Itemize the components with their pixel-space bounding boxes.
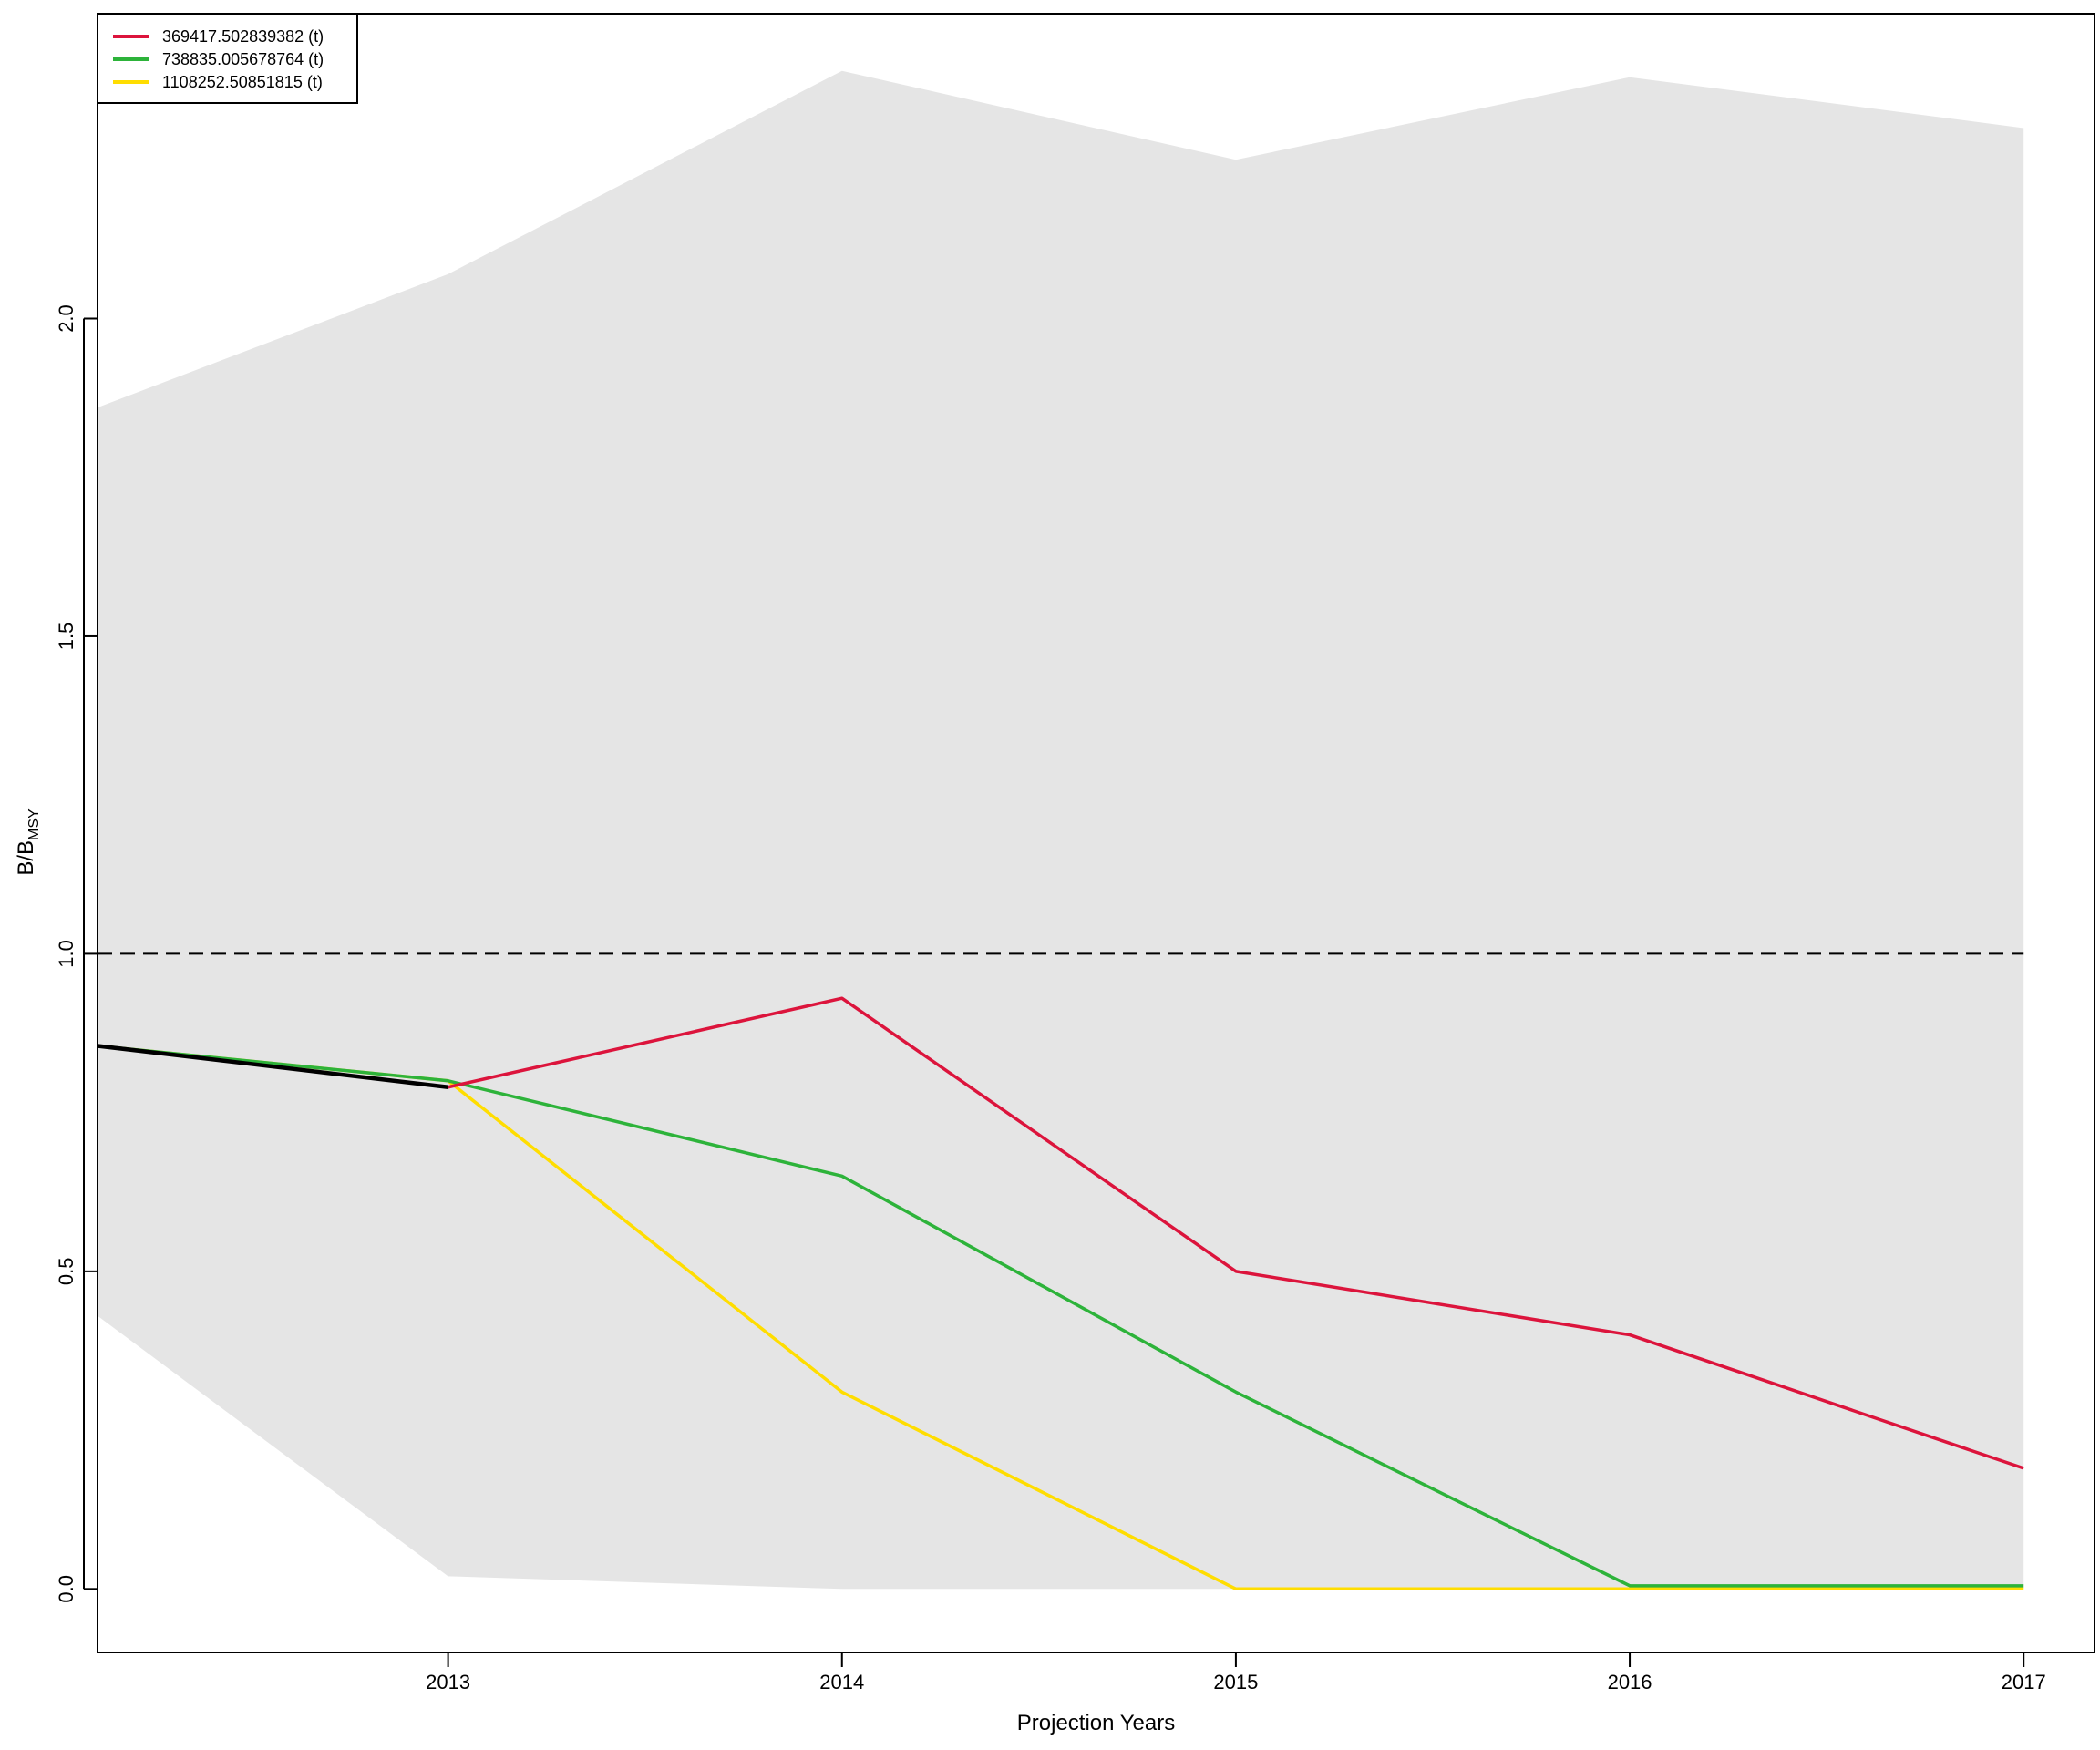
y-axis-label-subscript: MSY bbox=[26, 808, 42, 840]
y-axis-label-group: B/BMSY bbox=[14, 808, 42, 876]
y-tick-label: 0.5 bbox=[55, 1258, 77, 1286]
y-tick-label: 1.5 bbox=[55, 623, 77, 651]
y-axis-label-main: B/B bbox=[14, 840, 38, 876]
x-tick-label: 2017 bbox=[2002, 1671, 2046, 1693]
legend-label: 738835.005678764 (t) bbox=[162, 50, 324, 68]
history-line bbox=[97, 1044, 448, 1089]
series-line-1 bbox=[448, 996, 2024, 1470]
x-tick-label: 2013 bbox=[426, 1671, 470, 1693]
x-axis: 2013 2014 2015 2016 2017 bbox=[426, 1652, 2046, 1693]
x-tick-label: 2016 bbox=[1608, 1671, 1652, 1693]
y-axis: 0.0 0.5 1.0 1.5 2.0 bbox=[55, 304, 98, 1603]
y-axis-label: B/BMSY bbox=[14, 808, 42, 876]
x-tick-label: 2015 bbox=[1213, 1671, 1258, 1693]
plot-frame bbox=[97, 13, 2095, 1653]
legend-label: 369417.502839382 (t) bbox=[162, 27, 324, 46]
series-line-2 bbox=[97, 1044, 2024, 1588]
legend-label: 1108252.50851815 (t) bbox=[162, 73, 323, 91]
x-axis-label: Projection Years bbox=[1017, 1711, 1175, 1735]
legend: 369417.502839382 (t) 738835.005678764 (t)… bbox=[97, 13, 358, 104]
y-tick-label: 2.0 bbox=[55, 304, 77, 333]
confidence-band-layer bbox=[98, 70, 2024, 1590]
x-tick-label: 2014 bbox=[819, 1671, 864, 1693]
y-tick-label: 0.0 bbox=[55, 1575, 77, 1603]
y-tick-label: 1.0 bbox=[55, 940, 77, 968]
confidence-band bbox=[98, 70, 2024, 1590]
series-layer bbox=[97, 996, 2024, 1591]
